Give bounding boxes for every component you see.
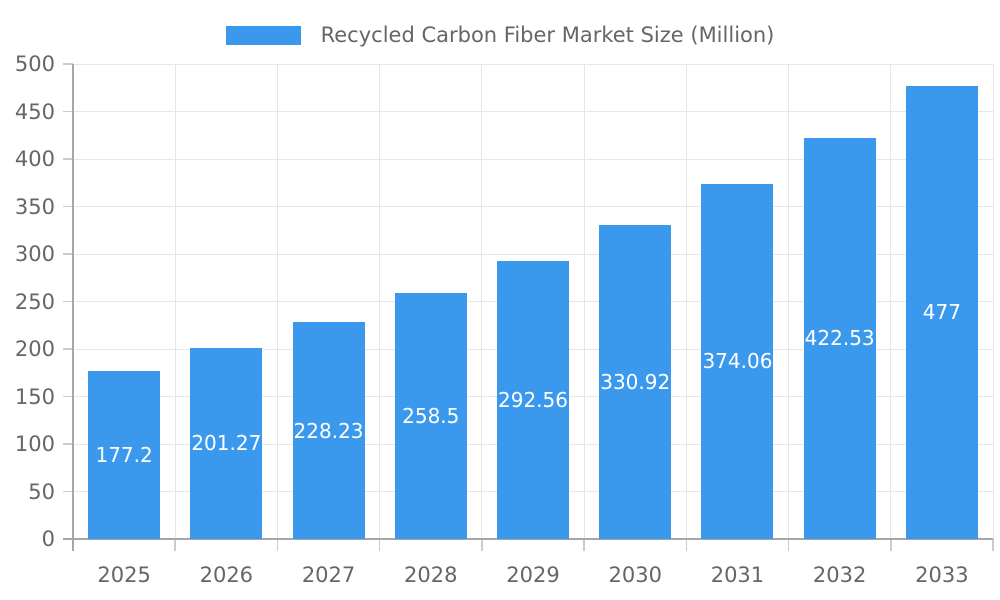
- y-axis-tick: [63, 110, 73, 113]
- x-axis-tick-label: 2031: [710, 563, 765, 587]
- y-axis-tick-label: 500: [14, 52, 55, 76]
- gridline-vertical: [481, 64, 483, 539]
- x-axis-line: [63, 538, 993, 540]
- bar[interactable]: [599, 224, 672, 539]
- y-axis-tick: [63, 158, 73, 160]
- gridline-horizontal: [73, 63, 993, 65]
- bar-value-label: 422.53: [804, 326, 875, 351]
- gridline-vertical: [685, 64, 687, 539]
- chart-legend[interactable]: Recycled Carbon Fiber Market Size (Milli…: [0, 23, 1000, 47]
- y-axis-tick-label: 300: [14, 242, 55, 266]
- x-axis-tick-label: 2030: [608, 563, 662, 587]
- x-axis-tick-label: 2026: [199, 563, 254, 587]
- y-axis-tick-label: 150: [14, 384, 55, 409]
- y-axis-tick-label: 200: [14, 337, 55, 361]
- gridline-horizontal: [73, 111, 993, 112]
- y-axis-tick-label: 450: [14, 99, 55, 124]
- bar[interactable]: [190, 347, 263, 539]
- y-axis-tick: [63, 443, 73, 445]
- y-axis-tick: [63, 300, 73, 303]
- x-axis-tick: [787, 539, 790, 551]
- bar-value-label: 374.06: [702, 349, 773, 374]
- x-axis-tick-label: 2029: [506, 563, 560, 587]
- y-axis-tick: [63, 253, 73, 255]
- y-axis-tick: [63, 348, 73, 350]
- bar[interactable]: [497, 261, 569, 539]
- bar[interactable]: [292, 322, 365, 539]
- gridline-vertical: [992, 64, 994, 539]
- x-axis-tick: [992, 539, 994, 551]
- x-axis-tick: [276, 539, 279, 551]
- x-axis-tick-label: 2032: [812, 563, 867, 587]
- bar[interactable]: [88, 370, 161, 539]
- legend-label: Recycled Carbon Fiber Market Size (Milli…: [320, 23, 775, 47]
- legend-swatch-icon: [225, 25, 301, 45]
- x-axis-tick-label: 2027: [301, 563, 356, 587]
- bar[interactable]: [701, 183, 774, 539]
- x-axis-tick: [174, 539, 176, 551]
- x-axis-tick-label: 2025: [97, 563, 151, 587]
- y-axis-tick: [63, 205, 73, 208]
- y-axis-line: [72, 64, 74, 551]
- x-axis-tick: [890, 539, 892, 551]
- y-axis-tick: [63, 63, 73, 65]
- x-axis-tick: [685, 539, 688, 551]
- y-axis-tick-label: 250: [14, 289, 55, 314]
- gridline-vertical: [788, 64, 790, 539]
- y-axis-tick-label: 50: [28, 479, 55, 504]
- x-axis-tick: [378, 539, 381, 551]
- y-axis-tick-label: 400: [14, 147, 55, 171]
- bar-value-label: 330.92: [600, 369, 671, 394]
- y-axis-tick-label: 0: [41, 527, 55, 551]
- y-axis-tick-label: 100: [14, 432, 55, 456]
- y-axis-tick: [63, 490, 73, 493]
- bar-value-label: 292.56: [498, 388, 568, 413]
- bar-value-label: 477: [922, 300, 961, 325]
- gridline-horizontal: [73, 253, 993, 255]
- gridline-vertical: [890, 64, 892, 539]
- gridline-vertical: [174, 64, 176, 539]
- x-axis-tick-label: 2028: [404, 563, 458, 587]
- gridline-vertical: [276, 64, 278, 539]
- y-axis-tick: [63, 395, 73, 398]
- bar[interactable]: [394, 293, 467, 539]
- y-axis-tick-label: 350: [14, 194, 55, 219]
- x-axis-tick: [583, 539, 585, 551]
- bar-value-label: 177.2: [95, 442, 153, 467]
- x-axis-tick-label: 2033: [915, 563, 969, 587]
- gridline-horizontal: [73, 158, 993, 160]
- bar-value-label: 201.27: [191, 431, 262, 456]
- bar[interactable]: [803, 137, 876, 539]
- bar[interactable]: [905, 85, 978, 539]
- gridline-vertical: [379, 64, 381, 539]
- bar-value-label: 228.23: [293, 418, 364, 443]
- gridline-vertical: [583, 64, 585, 539]
- gridline-horizontal: [73, 206, 993, 207]
- x-axis-tick: [481, 539, 483, 551]
- bar-value-label: 258.5: [402, 404, 460, 429]
